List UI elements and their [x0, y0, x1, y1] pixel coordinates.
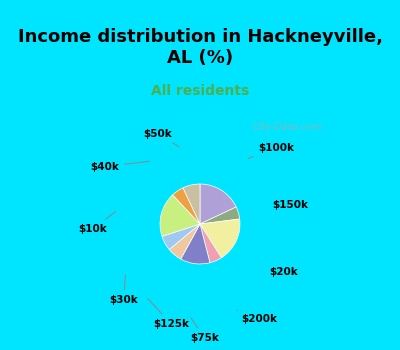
Wedge shape — [173, 188, 200, 224]
Wedge shape — [200, 184, 236, 224]
Wedge shape — [181, 224, 210, 264]
Text: $125k: $125k — [148, 299, 190, 329]
Text: $200k: $200k — [236, 310, 278, 324]
Text: $30k: $30k — [110, 275, 138, 305]
Wedge shape — [200, 224, 222, 263]
Text: Income distribution in Hackneyville,
AL (%): Income distribution in Hackneyville, AL … — [18, 28, 382, 67]
Text: $150k: $150k — [272, 200, 308, 210]
Text: $20k: $20k — [269, 267, 298, 276]
Wedge shape — [162, 224, 200, 250]
Wedge shape — [183, 184, 200, 224]
Text: All residents: All residents — [151, 84, 249, 98]
Text: City-Data.com: City-Data.com — [252, 122, 322, 132]
Wedge shape — [200, 219, 240, 258]
Text: $50k: $50k — [143, 128, 179, 147]
Text: $75k: $75k — [190, 318, 219, 343]
Text: $100k: $100k — [248, 143, 294, 159]
Wedge shape — [160, 195, 200, 236]
Text: $40k: $40k — [90, 161, 150, 172]
Wedge shape — [200, 207, 240, 224]
Wedge shape — [169, 224, 200, 259]
Text: $10k: $10k — [78, 212, 116, 234]
